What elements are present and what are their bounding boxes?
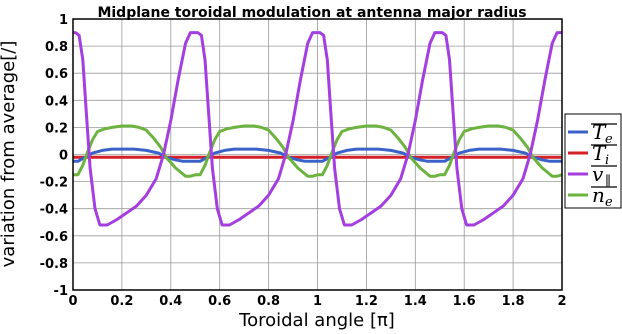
chart-title: Midplane toroidal modulation at antenna … xyxy=(97,5,526,21)
legend-label: v xyxy=(592,162,604,186)
legend-label: n xyxy=(592,183,605,207)
series-line-ne xyxy=(73,124,562,178)
y-tick-label: -0.8 xyxy=(40,257,68,272)
legend-box xyxy=(564,113,622,209)
plot-frame xyxy=(72,18,563,291)
x-tick-label: 0 xyxy=(68,294,77,309)
y-tick-label: 0.2 xyxy=(45,121,68,136)
x-tick-label: 1 xyxy=(313,294,322,309)
legend-label-subscript: ∥ xyxy=(605,174,611,189)
y-tick-label: -0.2 xyxy=(40,176,68,191)
x-tick-label: 0.4 xyxy=(159,294,182,309)
series-line-v∥ xyxy=(73,31,562,227)
x-tick-label: 1.2 xyxy=(355,294,378,309)
y-axis-label: variation from average[/] xyxy=(0,41,19,268)
y-tick-label: 0.4 xyxy=(45,94,68,109)
y-tick-label: -1 xyxy=(54,284,68,299)
series-lines xyxy=(73,31,562,227)
x-tick-label: 1.8 xyxy=(502,294,525,309)
legend-label-subscript: i xyxy=(605,153,609,168)
y-tick-label: -0.4 xyxy=(40,203,68,218)
x-tick-label: 1.4 xyxy=(404,294,427,309)
y-tick-label: 0.6 xyxy=(45,67,68,82)
y-tick-label: 1 xyxy=(59,13,68,28)
x-tick-label: 1.6 xyxy=(453,294,476,309)
x-tick-label: 0.2 xyxy=(110,294,133,309)
legend-label: T xyxy=(592,141,607,165)
tick-labels: 0 0.2 0.4 0.6 0.8 1 1.2 1.4 1.6 1.8 2 1 0.8 0.6 0.4 0.2… xyxy=(40,13,567,309)
x-tick-label: 0.8 xyxy=(257,294,280,309)
x-tick-label: 0.6 xyxy=(208,294,231,309)
x-tick-label: 2 xyxy=(557,294,566,309)
x-axis-label: Toroidal angle [π] xyxy=(238,310,395,331)
legend-label-subscript: e xyxy=(605,132,613,147)
grid xyxy=(72,18,563,291)
legend-label: T xyxy=(592,120,607,144)
series-line-Te xyxy=(73,147,562,163)
y-tick-label: 0.8 xyxy=(45,40,68,55)
y-tick-label: -0.6 xyxy=(40,230,68,245)
legend-label-subscript: e xyxy=(605,195,613,210)
y-tick-label: 0 xyxy=(59,149,68,164)
